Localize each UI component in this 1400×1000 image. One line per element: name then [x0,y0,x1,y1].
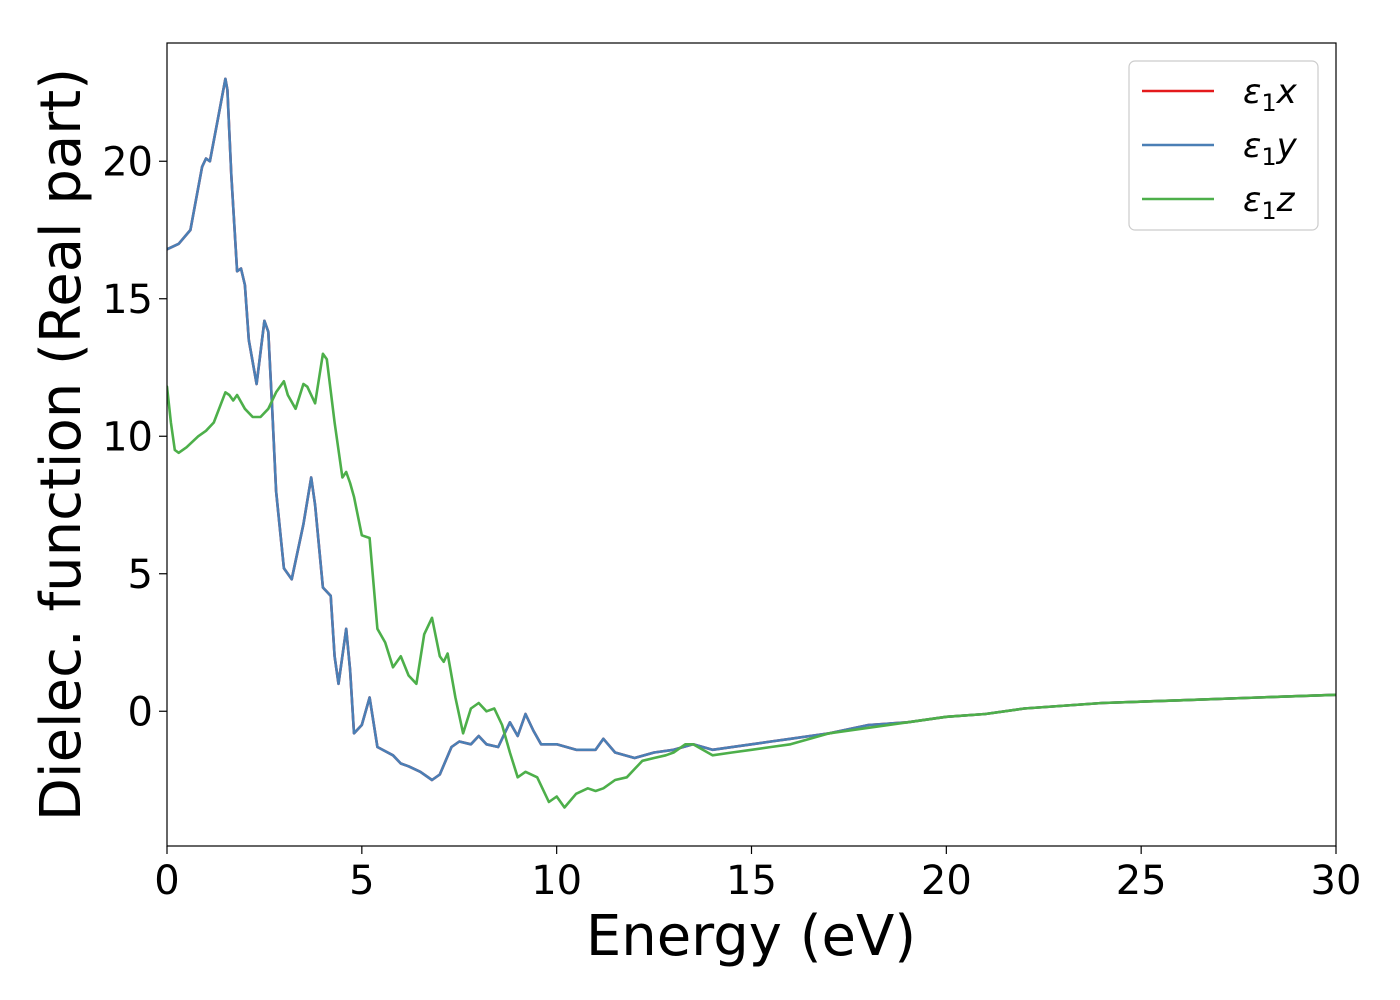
legend: ε1x ε1y ε1z [1128,60,1319,231]
y-tick-label: 0 [128,689,153,735]
x-tick-label: 20 [921,858,972,904]
x-tick-label: 5 [349,858,374,904]
legend-label-x: ε1x [1243,72,1298,117]
y-axis-ticks: 0 5 10 15 20 [102,139,167,735]
legend-box [1128,60,1319,231]
y-tick-label: 20 [102,139,153,185]
x-axis-label: Energy (eV) [586,904,916,969]
x-tick-label: 10 [531,858,582,904]
x-tick-label: 0 [154,858,179,904]
y-axis-label: Dielec. function (Real part) [29,68,94,821]
legend-label-z: ε1z [1243,180,1296,225]
series-line-y [167,77,1336,782]
series-line-z [167,352,1336,809]
y-tick-label: 5 [128,552,153,598]
x-tick-label: 15 [726,858,777,904]
x-tick-label: 25 [1116,858,1167,904]
y-tick-label: 15 [102,277,153,323]
x-axis-ticks: 0 5 10 15 20 25 30 [154,846,1361,904]
legend-label-y: ε1y [1243,126,1298,171]
series-layer [167,77,1336,809]
y-tick-label: 10 [102,414,153,460]
x-tick-label: 30 [1311,858,1362,904]
